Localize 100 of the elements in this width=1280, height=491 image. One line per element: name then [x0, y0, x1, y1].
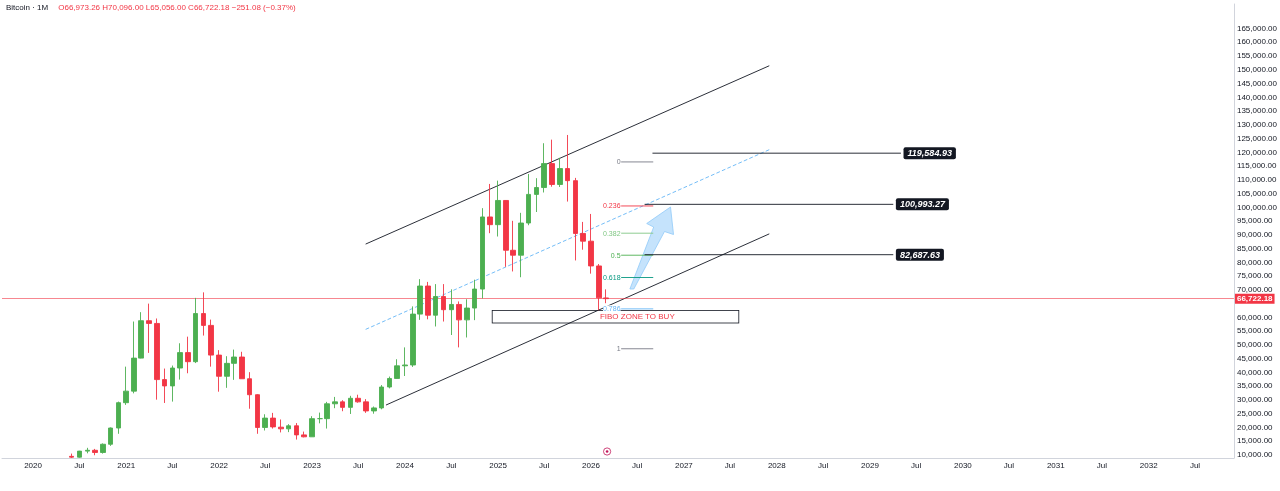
candlestick: [534, 177, 539, 213]
x-tick-label: 2030: [953, 460, 973, 470]
x-tick-label: 2021: [117, 460, 136, 470]
y-tick-label: 95,000.00: [1236, 216, 1274, 226]
candlestick: [456, 300, 462, 348]
x-tick-label: Jul: [818, 460, 829, 470]
candlestick: [278, 419, 284, 433]
candlestick: [379, 384, 384, 410]
y-tick-label: 15,000.00: [1236, 436, 1274, 446]
candlestick: [487, 183, 493, 234]
candlestick: [363, 398, 369, 414]
y-tick-label: 40,000.00: [1236, 367, 1274, 377]
x-tick-label: 2031: [1046, 460, 1066, 470]
y-tick-label: 10,000.00: [1236, 450, 1274, 460]
y-tick-label: 85,000.00: [1236, 243, 1274, 253]
y-tick-label: 140,000.00: [1236, 92, 1278, 102]
y-tick-label: 145,000.00: [1236, 78, 1278, 88]
candlestick: [185, 336, 191, 374]
candlestick: [340, 399, 345, 412]
y-tick-label: 155,000.00: [1236, 51, 1278, 61]
candlestick: [472, 279, 477, 321]
annotation: 100,993.27: [899, 199, 946, 210]
candlestick: [518, 212, 524, 278]
candlestick: [294, 422, 299, 441]
candlestick: [100, 442, 106, 455]
x-tick-label: Jul: [1189, 460, 1201, 470]
candlestick: [216, 349, 222, 393]
chart-subtitle: O66,973.26 H70,096.00 L65,056.00 C66,722.18 −251.08 (−0.37%): [58, 2, 297, 12]
y-tick-label: 20,000.00: [1236, 422, 1274, 432]
x-tick-label: Jul: [724, 460, 736, 470]
y-tick-label: 125,000.00: [1236, 133, 1278, 143]
y-tick-label: 110,000.00: [1236, 175, 1277, 185]
candlestick: [449, 288, 454, 336]
x-tick-label: 2027: [675, 460, 694, 470]
candlestick: [108, 427, 113, 447]
candlestick: [270, 412, 276, 430]
candlestick: [146, 303, 152, 354]
candlestick: [332, 396, 338, 409]
x-tick-label: Jul: [167, 460, 178, 470]
annotation: FIBO ZONE TO BUY: [599, 311, 676, 321]
candlestick: [348, 395, 353, 415]
y-tick-label: 115,000.00: [1236, 161, 1277, 171]
y-tick-label: 80,000.00: [1236, 257, 1274, 267]
x-tick-label: 2028: [767, 460, 787, 470]
x-tick-label: 2022: [210, 460, 229, 470]
candlestick: [565, 134, 570, 203]
candlestick: [309, 415, 315, 438]
candlestick: [123, 366, 129, 406]
x-tick-label: Jul: [631, 460, 643, 470]
candlestick: [557, 157, 563, 188]
candlestick: [162, 368, 167, 404]
y-tick-label: 60,000.00: [1236, 312, 1274, 322]
candlestick: [588, 213, 594, 275]
x-tick-label: Jul: [446, 460, 457, 470]
y-tick-label: 50,000.00: [1236, 340, 1274, 350]
candlestick: [402, 346, 408, 377]
x-tick-label: 2029: [861, 460, 880, 470]
candlestick: [92, 448, 98, 456]
x-tick-label: Jul: [260, 460, 271, 470]
candlestick: [387, 376, 392, 389]
candlestick: [208, 319, 214, 368]
candlestick: [541, 142, 547, 193]
candlestick: [262, 413, 268, 431]
candlestick: [495, 180, 501, 237]
y-tick-label: 25,000.00: [1236, 408, 1274, 418]
candlestick: [464, 298, 470, 338]
candlestick: [255, 393, 260, 435]
x-tick-label: 2032: [1139, 460, 1159, 470]
y-tick-label: 150,000.00: [1236, 64, 1278, 74]
candlestick: [371, 406, 377, 415]
x-tick-label: 2020: [24, 460, 43, 470]
candlestick: [580, 221, 586, 251]
x-tick-label: Jul: [74, 460, 85, 470]
candlestick: [480, 207, 485, 299]
candlestick: [116, 401, 121, 435]
candlestick: [170, 365, 175, 403]
candlestick: [286, 423, 291, 433]
y-tick-label: 160,000.00: [1236, 37, 1278, 47]
x-tick-label: Jul: [910, 460, 922, 470]
y-tick-label: 55,000.00: [1236, 326, 1274, 336]
annotation: 119,584.93: [907, 148, 952, 159]
candlestick: [301, 431, 307, 438]
annotation: 82,687.63: [899, 249, 940, 260]
chart-title: Bitcoin · 1M: [6, 2, 49, 12]
x-tick-label: 2026: [582, 460, 601, 470]
candlestick: [177, 342, 183, 381]
candlestick: [526, 173, 531, 226]
x-tick-label: Jul: [352, 460, 364, 470]
x-tick-label: 2023: [303, 460, 322, 470]
candlestick: [69, 453, 74, 459]
candlestick: [573, 177, 578, 261]
y-tick-label: 120,000.00: [1236, 147, 1278, 157]
y-tick-label: 70,000.00: [1236, 285, 1274, 295]
y-tick-label: 35,000.00: [1236, 381, 1274, 391]
candlestick: [247, 371, 252, 410]
candlestick: [355, 394, 361, 404]
y-tick-label: 90,000.00: [1236, 230, 1274, 240]
ref-line-label: 66,722.18: [1236, 294, 1274, 304]
x-tick-label: Jul: [1096, 460, 1108, 470]
y-tick-label: 30,000.00: [1236, 395, 1274, 405]
